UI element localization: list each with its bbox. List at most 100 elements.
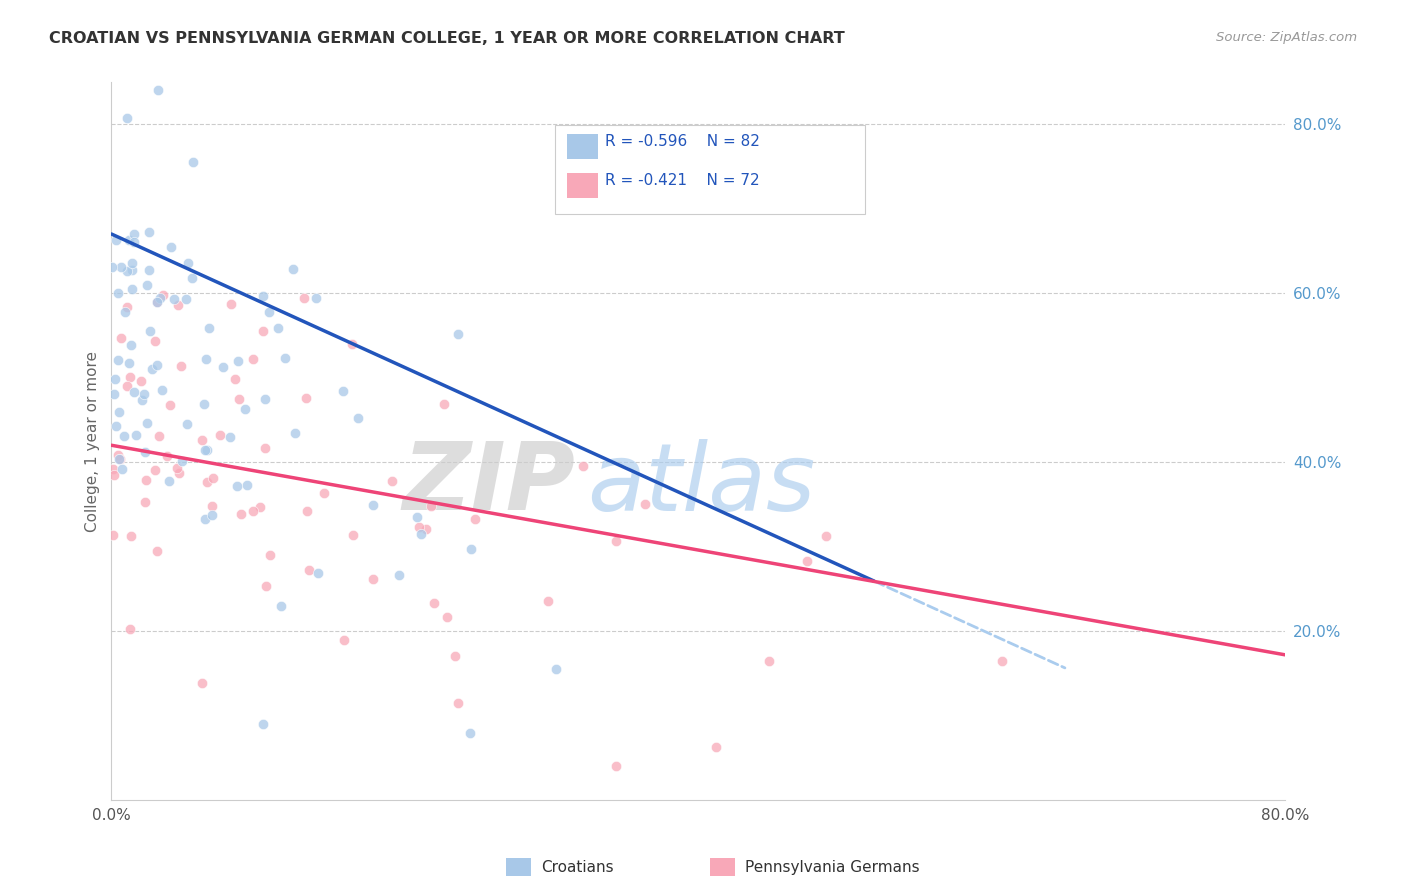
Point xyxy=(138,263,160,277)
Point xyxy=(388,568,411,582)
Point xyxy=(177,255,200,269)
Point xyxy=(132,386,155,401)
Point xyxy=(242,351,264,366)
Point xyxy=(118,356,141,370)
Text: CROATIAN VS PENNSYLVANIA GERMAN COLLEGE, 1 YEAR OR MORE CORRELATION CHART: CROATIAN VS PENNSYLVANIA GERMAN COLLEGE,… xyxy=(49,31,845,46)
Text: atlas: atlas xyxy=(586,439,815,530)
Point xyxy=(796,554,818,568)
Point xyxy=(758,654,780,668)
Point xyxy=(160,240,183,254)
Point xyxy=(122,384,145,399)
Point xyxy=(111,462,134,476)
Point xyxy=(129,374,152,388)
Point xyxy=(281,262,304,277)
Point xyxy=(101,260,124,274)
Point xyxy=(150,383,173,397)
Point xyxy=(124,227,146,242)
Point xyxy=(166,298,188,312)
Point xyxy=(120,529,142,543)
Point xyxy=(120,622,142,636)
Point xyxy=(224,371,246,385)
Point xyxy=(122,235,145,250)
Point xyxy=(464,512,486,526)
Point xyxy=(139,325,162,339)
Point xyxy=(267,321,290,335)
Point xyxy=(107,285,129,300)
Point xyxy=(115,301,138,315)
Point xyxy=(634,497,657,511)
Point xyxy=(201,508,224,523)
Point xyxy=(108,451,131,466)
Point xyxy=(194,443,217,458)
Point xyxy=(605,759,627,773)
Point xyxy=(159,474,181,488)
Point xyxy=(108,404,131,418)
Point xyxy=(197,321,219,335)
Point xyxy=(135,473,157,487)
Point xyxy=(201,499,224,513)
Point xyxy=(537,594,560,608)
Point xyxy=(212,359,235,374)
Point xyxy=(194,351,217,366)
Point xyxy=(105,419,128,434)
Point xyxy=(134,494,156,508)
Point xyxy=(134,445,156,459)
Point xyxy=(135,277,157,292)
Point xyxy=(121,256,143,270)
Point xyxy=(361,498,384,512)
Point xyxy=(259,548,281,562)
Point xyxy=(298,563,321,577)
Point xyxy=(252,716,274,731)
Point xyxy=(107,352,129,367)
Point xyxy=(163,292,186,306)
Point xyxy=(201,471,224,485)
Point xyxy=(149,291,172,305)
Point xyxy=(152,288,174,302)
Point xyxy=(167,467,190,481)
Point xyxy=(148,429,170,443)
Point xyxy=(235,402,257,417)
Point xyxy=(145,295,167,310)
Point xyxy=(226,479,249,493)
Text: Pennsylvania Germans: Pennsylvania Germans xyxy=(745,860,920,874)
Point xyxy=(191,676,214,690)
Point xyxy=(307,566,329,580)
Point xyxy=(103,468,125,483)
Text: R = -0.596    N = 82: R = -0.596 N = 82 xyxy=(605,134,759,149)
Point xyxy=(259,305,281,319)
Point xyxy=(110,331,132,345)
Point xyxy=(815,529,838,543)
Point xyxy=(197,443,219,458)
Point xyxy=(101,461,124,475)
Point xyxy=(991,654,1014,668)
Point xyxy=(115,111,138,125)
Text: R = -0.421    N = 72: R = -0.421 N = 72 xyxy=(605,173,759,188)
Point xyxy=(174,292,197,306)
Point xyxy=(447,696,470,710)
Point xyxy=(546,662,568,676)
Point xyxy=(143,462,166,476)
Point xyxy=(415,522,437,536)
Point xyxy=(444,649,467,664)
Point xyxy=(181,155,204,169)
Point xyxy=(228,392,250,407)
Point xyxy=(333,632,356,647)
Point xyxy=(332,384,354,399)
Point xyxy=(405,509,427,524)
Point xyxy=(121,263,143,277)
Point xyxy=(433,396,456,410)
Point xyxy=(146,294,169,309)
Point xyxy=(115,379,138,393)
Point xyxy=(704,739,727,754)
Point xyxy=(314,485,336,500)
Point xyxy=(125,427,148,442)
Point xyxy=(120,337,142,351)
Point xyxy=(446,326,468,341)
Point xyxy=(252,324,274,338)
Point xyxy=(304,291,326,305)
Point xyxy=(249,500,271,515)
Point xyxy=(571,458,593,473)
Point xyxy=(284,425,307,440)
Point xyxy=(253,392,276,407)
Point xyxy=(156,449,179,463)
